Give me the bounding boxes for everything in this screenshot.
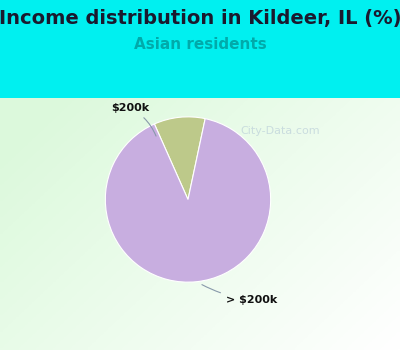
Text: > $200k: > $200k <box>202 285 277 305</box>
Text: City-Data.com: City-Data.com <box>240 126 320 136</box>
Text: Asian residents: Asian residents <box>134 37 266 52</box>
Wedge shape <box>105 119 271 282</box>
Wedge shape <box>154 117 205 200</box>
Text: Income distribution in Kildeer, IL (%): Income distribution in Kildeer, IL (%) <box>0 9 400 28</box>
Text: $200k: $200k <box>111 103 156 136</box>
